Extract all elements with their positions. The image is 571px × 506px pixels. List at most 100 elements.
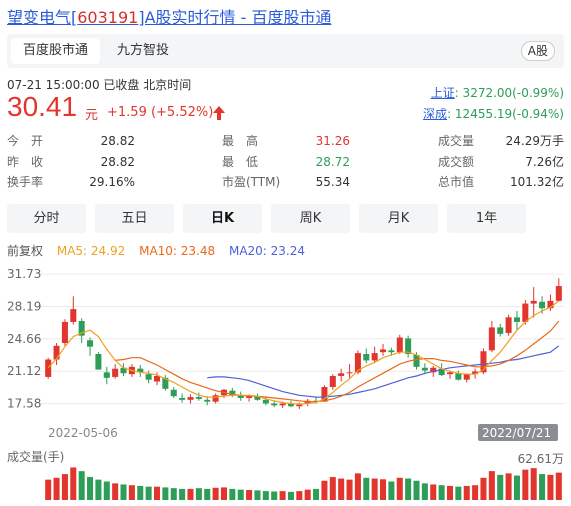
volume-bar	[463, 485, 470, 500]
volume-bar	[220, 487, 227, 500]
candle-body	[45, 359, 52, 377]
title-prefix: 望变电气[	[7, 8, 78, 27]
quote-time: 07-21 15:00:00 已收盘 北京时间	[7, 78, 192, 92]
ma5-line	[47, 300, 560, 406]
index-shanghai[interactable]: 上证: 3272.00(-0.99%)	[431, 84, 564, 101]
ma10-label: MA10: 23.48	[139, 244, 216, 258]
tab-monthly-k[interactable]: 月K	[359, 204, 438, 233]
market-badge[interactable]: A股	[520, 41, 555, 61]
candle-body	[480, 351, 487, 373]
candle-body	[396, 337, 403, 353]
volume-bar	[539, 474, 546, 500]
candle-body	[547, 300, 554, 309]
volume-bar	[480, 477, 487, 500]
volume-bar	[396, 477, 403, 500]
tab-daily-k[interactable]: 日K	[183, 204, 262, 233]
volume-bar	[446, 485, 454, 500]
candle-body	[103, 372, 110, 378]
y-tick-label: 21.12	[7, 364, 41, 378]
volume-bar	[346, 479, 353, 500]
kline-chart[interactable]: 31.73 28.19 24.66 21.12 17.58 2022-05-06 2022/…	[0, 260, 571, 506]
stat-row: 市盈(TTM) 55.34	[222, 172, 350, 193]
candle-body	[87, 340, 94, 347]
stat-label: 总市值	[438, 175, 475, 189]
candle-body	[212, 395, 219, 402]
candle-body	[513, 317, 520, 322]
volume-bar	[497, 474, 504, 500]
tab-five-day[interactable]: 五日	[95, 204, 174, 233]
y-tick-label: 24.66	[7, 332, 41, 346]
page-title[interactable]: 望变电气[603191]A股实时行情 - 百度股市通	[7, 4, 331, 28]
stat-label: 最 高	[222, 134, 259, 148]
volume-bar	[455, 486, 462, 500]
volume-bar	[472, 485, 479, 500]
volume-bar	[329, 477, 336, 500]
stat-value: 28.82	[100, 134, 135, 148]
volume-bar	[321, 480, 328, 500]
volume-bar	[296, 491, 303, 500]
volume-bar	[187, 488, 194, 500]
candle-body	[287, 403, 294, 407]
volume-max: 62.61万	[517, 452, 564, 466]
candle-body	[254, 396, 261, 400]
stat-row: 今 开 28.82	[7, 131, 135, 152]
volume-bar	[413, 480, 420, 500]
candle-body	[120, 367, 127, 374]
stats-column-2: 最 高 31.26 最 低 28.72 市盈(TTM) 55.34	[222, 131, 350, 193]
candle-body	[338, 373, 345, 377]
volume-bar	[254, 490, 261, 500]
candle-body	[229, 390, 236, 396]
stat-value: 29.16%	[89, 175, 135, 189]
candle-body	[530, 300, 537, 304]
volume-bar	[530, 468, 537, 500]
stat-value: 28.82	[100, 154, 135, 169]
volume-bar	[488, 471, 495, 500]
volume-bar	[237, 489, 244, 500]
y-tick-label: 31.73	[7, 267, 41, 281]
tab-weekly-k[interactable]: 周K	[271, 204, 350, 233]
stat-value: 101.32亿	[510, 175, 564, 189]
candle-body	[446, 372, 454, 375]
volume-bar	[271, 491, 278, 500]
volume-bar	[162, 487, 169, 500]
candle-body	[179, 398, 186, 400]
ma10-line	[115, 320, 560, 403]
candle-body	[472, 371, 479, 375]
candle-body	[170, 389, 177, 397]
candle-body	[455, 373, 462, 380]
candle-body	[346, 372, 353, 374]
tab-baidu-stock[interactable]: 百度股市通	[11, 38, 101, 64]
volume-bar	[112, 483, 119, 500]
stat-row: 昨 收 28.82	[7, 152, 135, 173]
volume-bar	[45, 479, 52, 500]
volume-bar	[354, 473, 361, 500]
stat-row: 成交量 24.29万手	[438, 131, 564, 152]
current-price: 30.41	[7, 91, 78, 122]
volume-bar	[87, 477, 94, 500]
tab-jiufang[interactable]: 九方智投	[117, 43, 170, 58]
candle-body	[354, 353, 361, 373]
price-change: +1.59 (+5.52%)	[107, 105, 214, 120]
tab-one-year[interactable]: 1年	[447, 204, 526, 233]
candle-body	[162, 377, 169, 389]
volume-bar	[304, 489, 311, 500]
volume-bar	[70, 467, 77, 500]
ma20-line	[207, 345, 560, 398]
volume-bar	[313, 488, 320, 500]
volume-bar	[513, 475, 520, 500]
stat-row: 成交额 7.26亿	[438, 152, 564, 173]
candle-body	[237, 395, 244, 399]
candle-body	[321, 387, 328, 402]
volume-bar	[338, 478, 345, 500]
volume-bar	[262, 491, 269, 500]
candle-body	[61, 321, 68, 344]
candle-body	[497, 327, 504, 334]
candle-body	[271, 403, 278, 406]
ma-legend: 前复权 MA5: 24.92 MA10: 23.48 MA20: 23.24	[7, 242, 315, 259]
ma5-label: MA5: 24.92	[56, 244, 126, 258]
index-shenzhen[interactable]: 深成: 12455.19(-0.94%)	[423, 105, 564, 122]
adjust-mode[interactable]: 前复权	[7, 244, 44, 258]
tab-intraday[interactable]: 分时	[7, 204, 86, 233]
candle-body	[195, 397, 202, 399]
index-value: : 12455.19(-0.94%)	[447, 107, 564, 121]
